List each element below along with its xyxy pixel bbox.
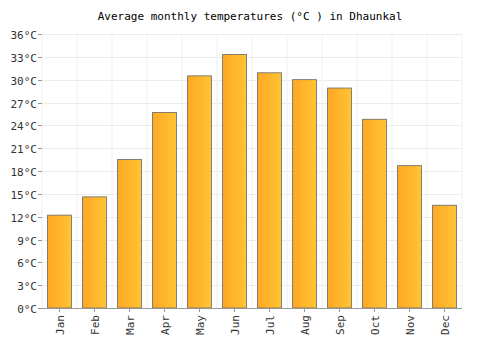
x-tick [129,308,130,312]
bars [48,55,457,308]
x-tick [94,308,95,312]
y-tick [38,308,42,309]
y-tick [38,34,42,35]
y-tick [38,125,42,126]
x-tick-label: Dec [439,315,452,335]
y-tick [38,217,42,218]
y-tick-label: 24°C [11,120,38,133]
x-tick [409,308,410,312]
x-tick-label: May [194,315,207,335]
y-tick-label: 27°C [11,98,38,111]
bar [398,166,422,308]
y-tick [38,240,42,241]
x-tick-label: Jun [229,315,242,335]
y-tick [38,171,42,172]
x-tick-label: Mar [124,315,137,335]
bar [118,160,142,308]
bar [293,80,317,308]
grid-line [42,103,462,104]
grid-line [42,34,462,35]
chart-container: Average monthly temperatures (°C ) in Dh… [0,0,500,350]
y-tick-label: 21°C [11,143,38,156]
x-tick [339,308,340,312]
y-tick-label: 33°C [11,52,38,65]
grid-line [42,80,462,81]
y-tick [38,194,42,195]
x-tick-label: Nov [404,315,417,335]
grid-line [42,125,462,126]
y-tick [38,148,42,149]
bar [188,76,212,308]
x-tick [59,308,60,312]
bar [153,112,177,308]
grid-line [42,148,462,149]
x-tick-label: Feb [89,315,102,335]
title: Average monthly temperatures (°C ) in Dh… [98,10,403,23]
x-tick [234,308,235,312]
x-tick-label: Aug [299,315,312,335]
x-tick-label: Oct [369,315,382,335]
x-axis-line [42,308,462,309]
x-tick [199,308,200,312]
y-tick-label: 6°C [17,257,37,270]
y-tick-label: 30°C [11,75,38,88]
bar [258,73,282,308]
bar [48,215,72,308]
x-tick-label: Apr [159,315,172,335]
y-tick-label: 12°C [11,212,38,225]
x-tick [269,308,270,312]
bar [363,119,387,308]
bar [223,55,247,308]
x-tick-label: Sep [334,315,347,335]
y-tick [38,285,42,286]
x-tick [374,308,375,312]
y-tick [38,262,42,263]
grid-line [42,308,462,309]
y-tick-label: 9°C [17,235,37,248]
y-tick [38,80,42,81]
y-tick-label: 15°C [11,189,38,202]
y-tick [38,103,42,104]
grid-line [42,57,462,58]
y-tick [38,57,42,58]
bar [433,205,457,308]
x-tick [164,308,165,312]
bar [328,88,352,308]
x-tick-label: Jul [264,315,277,335]
x-tick-label: Jan [54,315,67,335]
y-tick-label: 18°C [11,166,38,179]
chart-svg: Average monthly temperatures (°C ) in Dh… [0,0,500,350]
y-tick-label: 0°C [17,303,37,316]
y-tick-label: 3°C [17,280,37,293]
x-tick [444,308,445,312]
x-tick [304,308,305,312]
bar [83,197,107,308]
y-tick-label: 36°C [11,29,38,42]
